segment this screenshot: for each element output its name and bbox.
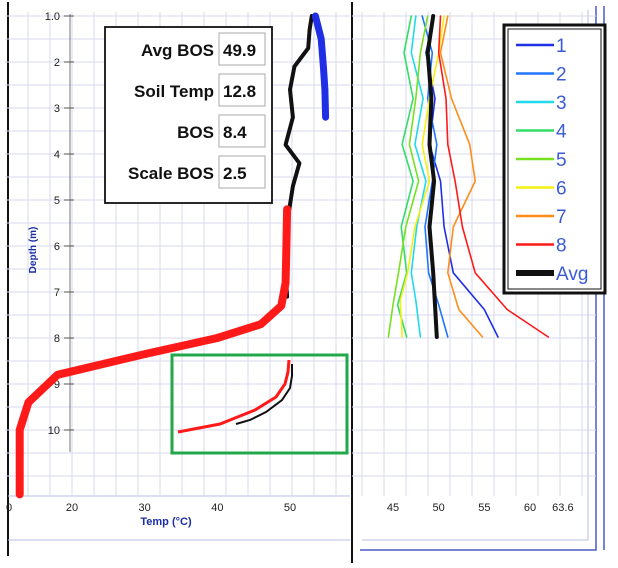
- left-grid: [5, 12, 350, 496]
- series-line-7: [439, 15, 484, 338]
- legend: 1 2 3 4 5 6 7 8 Avg: [502, 23, 607, 295]
- readout-value-box: [218, 155, 266, 189]
- legend-label: 3: [556, 93, 567, 114]
- legend-label: 8: [556, 236, 567, 257]
- series-line-3: [410, 15, 427, 338]
- readout-value-box: [218, 114, 266, 148]
- readout-label: Avg BOS: [141, 41, 214, 60]
- left-series: [15, 12, 330, 499]
- legend-label: 5: [556, 150, 567, 171]
- x-tick-label: 50: [433, 502, 445, 514]
- legend-label: 4: [556, 122, 567, 143]
- y-tick-label: 10: [48, 425, 60, 437]
- y-tick-label: 5: [54, 195, 60, 207]
- x-tick-label: 55: [478, 502, 490, 514]
- y-tick-label: 2: [54, 57, 60, 69]
- inset-avg-line: [235, 364, 293, 425]
- highlight-box: [170, 353, 349, 455]
- readout-value: 12.8: [223, 82, 256, 101]
- x-tick-label: 60: [524, 502, 536, 514]
- series-line-blue: [311, 12, 330, 121]
- readout-label: BOS: [177, 123, 214, 142]
- x-tick-label: 50: [284, 502, 296, 514]
- series-line-avg: [425, 14, 439, 339]
- y-tick-label: 6: [54, 241, 60, 253]
- legend-label: 2: [556, 65, 567, 86]
- x-tick-label: 40: [211, 502, 223, 514]
- legend-inner-frame: [507, 28, 602, 290]
- x-tick-label: 63.6: [552, 502, 573, 514]
- y-tick-label: 4: [54, 149, 60, 161]
- x-tick-label: 0: [6, 502, 12, 514]
- series-line-5: [387, 15, 429, 338]
- legend-label: 6: [556, 179, 567, 200]
- y-tick-label: 3: [54, 103, 60, 115]
- readout-value-box: [218, 73, 266, 107]
- readout-value: 49.9: [223, 41, 256, 60]
- x-axis-title: Temp (°C): [140, 516, 192, 528]
- series-line-6: [399, 15, 445, 338]
- readout-panel: Avg BOS 49.9 Soil Temp 12.8 BOS 8.4 Scale BOS 2…: [104, 26, 273, 204]
- series-line-8: [437, 15, 550, 338]
- readout-value-box: [218, 32, 266, 66]
- highlight-inset: [170, 353, 349, 455]
- readout-value: 8.4: [223, 123, 247, 142]
- y-tick-label: 1.0: [45, 11, 60, 23]
- y-axis-title: Depth (m): [28, 227, 39, 274]
- readout-value: 2.5: [223, 164, 247, 183]
- legend-label: 1: [556, 36, 567, 57]
- series-line-red: [15, 205, 292, 499]
- legend-label: Avg: [556, 264, 588, 285]
- y-tick-label: 9: [54, 379, 60, 391]
- readout-label: Scale BOS: [128, 164, 214, 183]
- x-tick-label: 45: [387, 502, 399, 514]
- x-tick-label: 20: [66, 502, 78, 514]
- right-series: [387, 14, 550, 339]
- series-line-4: [396, 15, 414, 338]
- inset-red-line: [177, 359, 291, 434]
- y-tick-label: 7: [54, 287, 60, 299]
- legend-label: 7: [556, 207, 567, 228]
- y-tick-label: 8: [54, 333, 60, 345]
- readout-label: Soil Temp: [134, 82, 214, 101]
- x-tick-label: 30: [139, 502, 151, 514]
